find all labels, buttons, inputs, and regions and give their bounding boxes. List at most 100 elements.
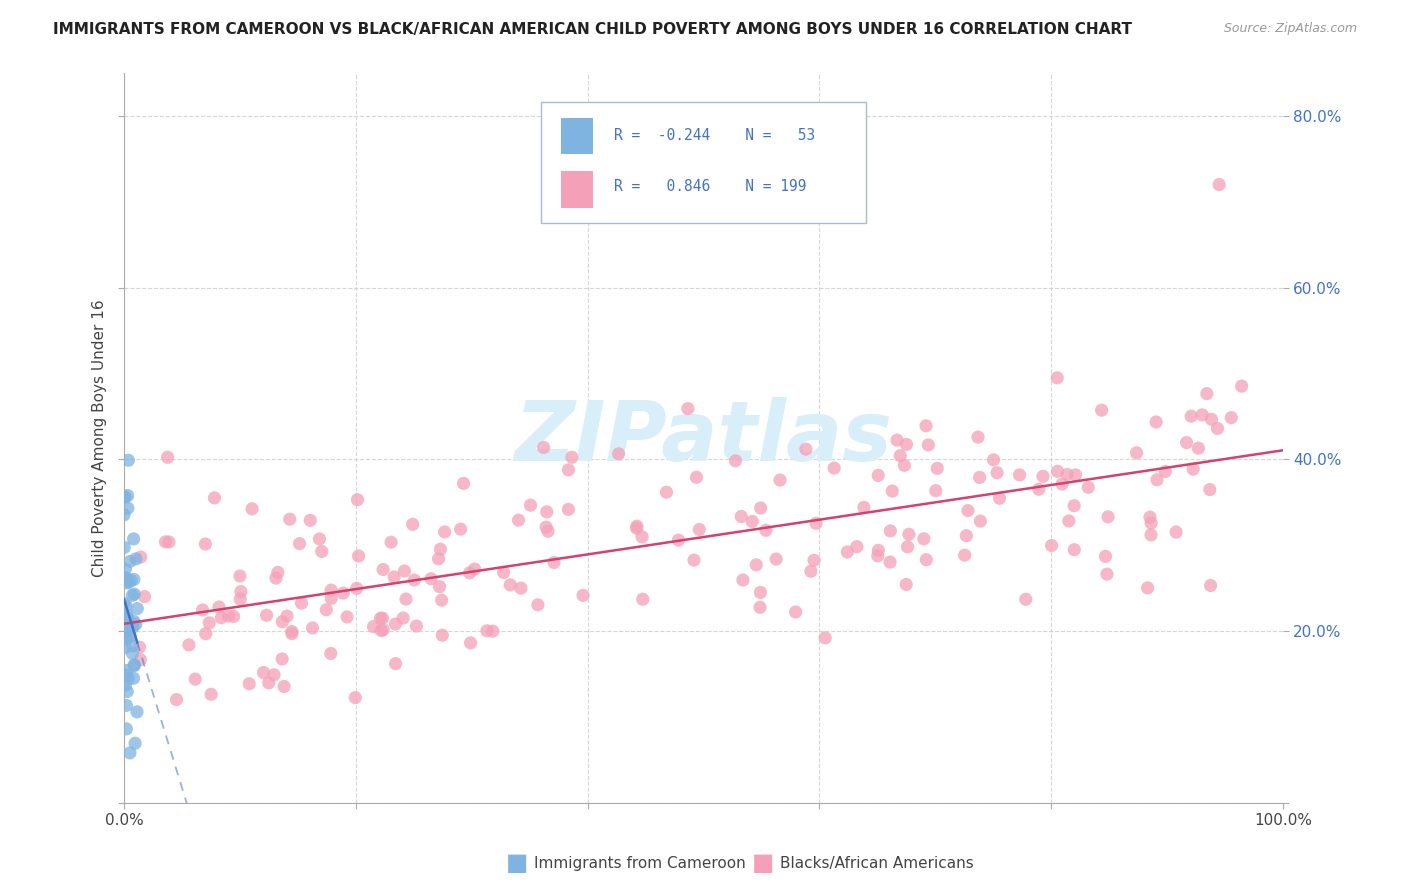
Point: [1198, 483, 1220, 497]
Point: [917, 438, 939, 452]
Text: ZIPatlas: ZIPatlas: [515, 397, 893, 478]
Point: [1050, 477, 1073, 491]
Point: [115, 664, 138, 678]
Point: [208, 600, 231, 615]
Point: [1195, 386, 1218, 401]
Point: [1015, 592, 1038, 607]
Point: [308, 532, 330, 546]
Point: [1125, 446, 1147, 460]
Point: [1063, 499, 1085, 513]
Point: [453, 476, 475, 491]
Point: [986, 466, 1008, 480]
Point: [124, 736, 146, 750]
Point: [117, 672, 139, 686]
Point: [1154, 465, 1177, 479]
Point: [128, 640, 150, 655]
Point: [114, 668, 136, 682]
Point: [731, 573, 754, 587]
Point: [115, 610, 138, 624]
Point: [1191, 408, 1213, 422]
Point: [724, 454, 747, 468]
Point: [730, 509, 752, 524]
Point: [129, 653, 152, 667]
Point: [114, 562, 136, 576]
Point: [121, 639, 143, 653]
Point: [257, 676, 280, 690]
Point: [120, 574, 142, 588]
Point: [370, 611, 392, 625]
Point: [112, 596, 135, 610]
Point: [1008, 467, 1031, 482]
Point: [122, 587, 145, 601]
Point: [209, 610, 232, 624]
Point: [1146, 473, 1168, 487]
Point: [1140, 516, 1163, 530]
Point: [896, 437, 918, 451]
Point: [332, 586, 354, 600]
Point: [218, 609, 240, 624]
Point: [988, 491, 1011, 506]
Point: [655, 485, 678, 500]
Point: [166, 692, 188, 706]
Point: [115, 684, 138, 698]
Point: [1095, 567, 1118, 582]
Point: [427, 551, 450, 566]
Point: [156, 450, 179, 465]
Point: [897, 527, 920, 541]
Point: [267, 566, 290, 580]
Point: [1063, 542, 1085, 557]
Point: [879, 555, 901, 569]
Point: [114, 615, 136, 630]
Point: [311, 544, 333, 558]
Point: [1057, 514, 1080, 528]
Point: [896, 577, 918, 591]
Point: [557, 502, 579, 516]
Point: [814, 631, 837, 645]
Point: [912, 532, 935, 546]
Point: [288, 536, 311, 550]
Point: [685, 470, 707, 484]
Point: [1230, 379, 1253, 393]
Point: [271, 615, 294, 629]
Point: [794, 442, 817, 457]
Point: [688, 523, 710, 537]
Point: [134, 590, 156, 604]
Point: [464, 562, 486, 576]
Point: [430, 593, 453, 607]
Point: [114, 490, 136, 504]
Point: [866, 549, 889, 563]
Point: [804, 516, 827, 531]
Point: [115, 599, 138, 613]
Point: [117, 574, 139, 589]
Point: [264, 571, 287, 585]
Point: [925, 483, 948, 498]
Point: [1206, 421, 1229, 435]
Point: [115, 575, 138, 590]
Text: Immigrants from Cameroon: Immigrants from Cameroon: [534, 856, 747, 871]
Point: [191, 603, 214, 617]
Point: [118, 615, 141, 630]
Point: [769, 473, 792, 487]
Point: [508, 513, 530, 527]
Point: [1091, 403, 1114, 417]
Point: [1097, 509, 1119, 524]
Point: [1201, 412, 1223, 426]
Point: [252, 665, 274, 680]
Point: [115, 572, 138, 586]
Point: [347, 549, 370, 563]
Point: [1046, 371, 1069, 385]
Text: ■: ■: [506, 852, 529, 875]
Point: [1094, 549, 1116, 564]
Point: [683, 553, 706, 567]
Point: [114, 678, 136, 692]
Point: [200, 687, 222, 701]
Point: [344, 690, 367, 705]
Point: [321, 591, 343, 606]
Point: [281, 626, 304, 640]
Point: [346, 582, 368, 596]
Point: [204, 491, 226, 505]
Point: [124, 657, 146, 672]
Point: [519, 498, 541, 512]
Point: [879, 524, 901, 538]
Point: [114, 571, 136, 585]
